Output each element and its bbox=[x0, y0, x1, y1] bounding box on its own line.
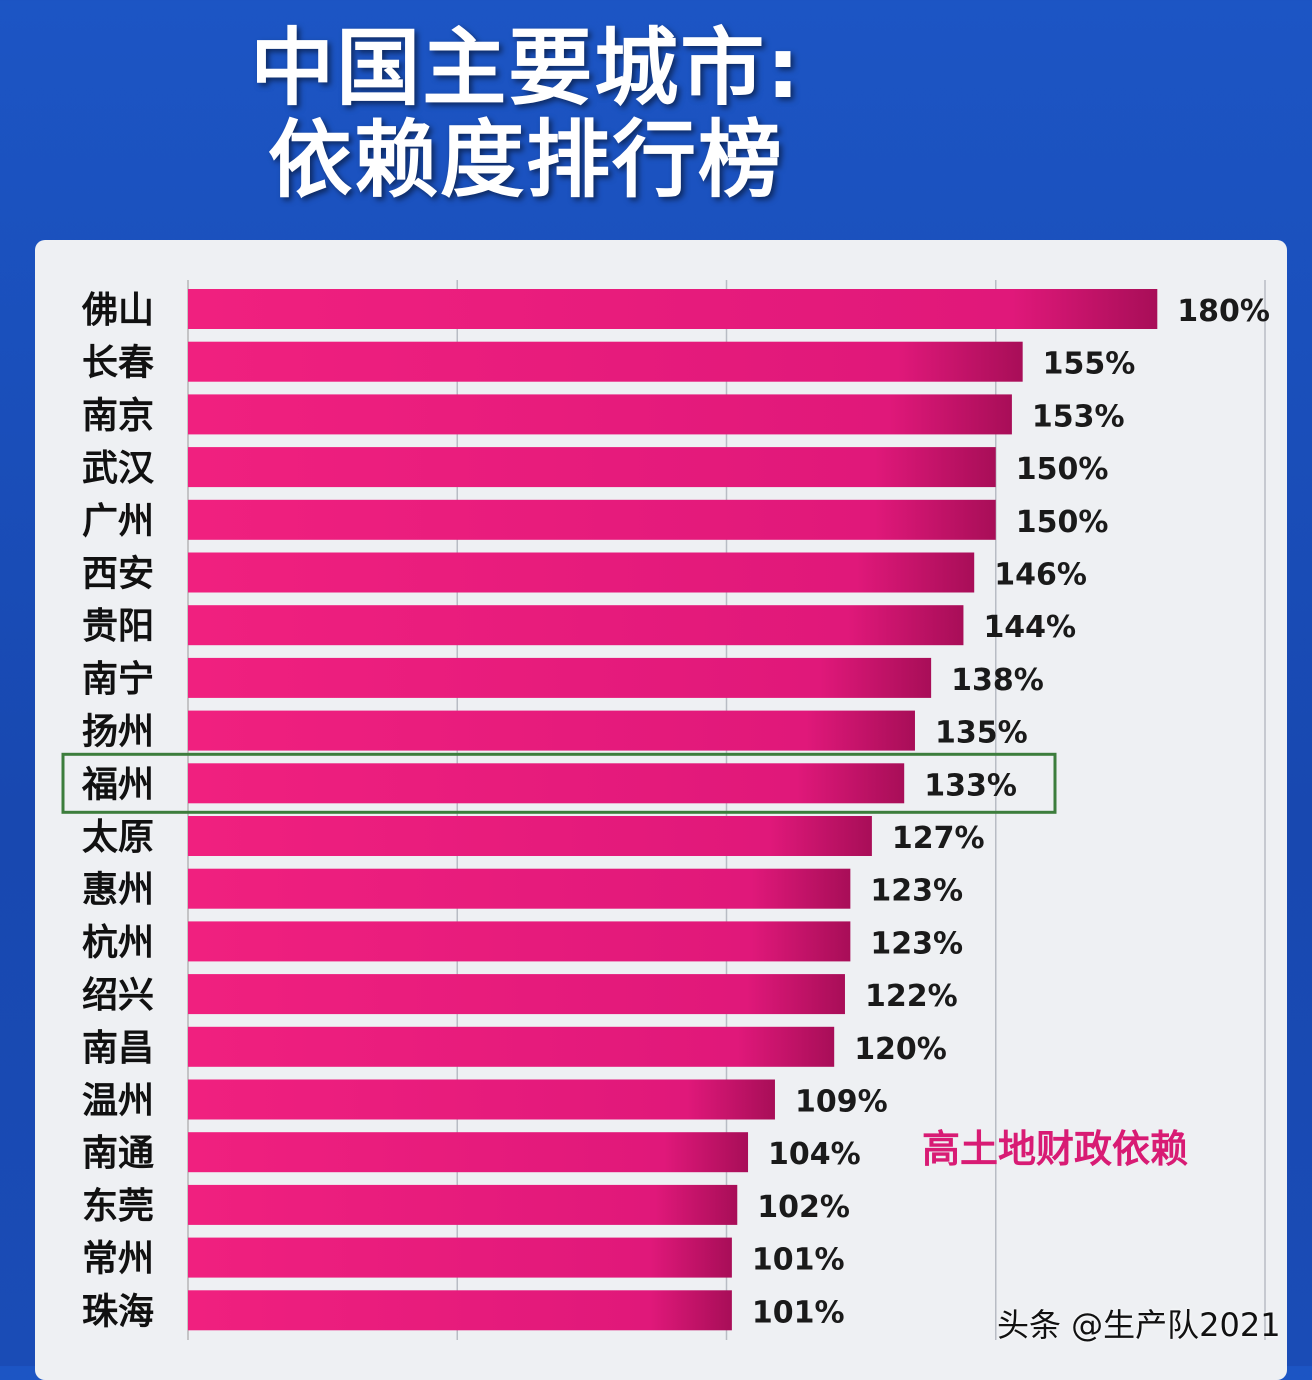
bar bbox=[188, 552, 975, 593]
value-label: 123% bbox=[870, 874, 963, 909]
value-label: 133% bbox=[924, 768, 1017, 803]
bar bbox=[188, 763, 905, 804]
category-label: 广州 bbox=[82, 501, 154, 542]
category-label: 惠州 bbox=[82, 870, 154, 911]
category-label: 南宁 bbox=[82, 659, 154, 700]
value-label: 144% bbox=[983, 610, 1076, 645]
value-label: 153% bbox=[1032, 399, 1125, 434]
chart-title: 中国主要城市: bbox=[250, 19, 802, 117]
chart-subtitle: 依赖度排行榜 bbox=[267, 111, 784, 209]
value-label: 150% bbox=[1016, 452, 1109, 487]
category-label: 南京 bbox=[82, 394, 154, 436]
category-label: 杭州 bbox=[82, 921, 154, 963]
value-label: 104% bbox=[768, 1137, 861, 1172]
category-label: 太原 bbox=[82, 817, 154, 858]
bar bbox=[188, 341, 1023, 382]
bar bbox=[188, 499, 996, 540]
category-label: 珠海 bbox=[82, 1291, 154, 1332]
category-label: 常州 bbox=[82, 1239, 154, 1280]
value-label: 109% bbox=[795, 1085, 888, 1120]
category-label: 西安 bbox=[82, 554, 154, 595]
bar bbox=[188, 974, 845, 1015]
bar bbox=[188, 394, 1012, 435]
value-label: 102% bbox=[757, 1190, 850, 1225]
bar bbox=[188, 1184, 738, 1225]
category-label: 温州 bbox=[82, 1081, 154, 1122]
bar bbox=[188, 657, 932, 698]
bar bbox=[188, 710, 915, 751]
highlight-box bbox=[61, 752, 1057, 814]
category-label: 扬州 bbox=[82, 712, 154, 753]
value-label: 123% bbox=[870, 926, 963, 961]
bar bbox=[188, 605, 964, 646]
category-label: 佛山 bbox=[81, 290, 154, 331]
watermark: 头条 @生产队2021 bbox=[997, 1306, 1281, 1344]
bar bbox=[188, 1026, 835, 1067]
annotation: 高土地财政依赖 bbox=[922, 1127, 1189, 1171]
value-label: 135% bbox=[935, 716, 1028, 751]
value-label: 101% bbox=[752, 1295, 845, 1330]
value-label: 155% bbox=[1043, 347, 1136, 382]
value-label: 122% bbox=[865, 979, 958, 1014]
value-label: 150% bbox=[1016, 505, 1109, 540]
bar bbox=[188, 816, 872, 856]
value-label: 180% bbox=[1177, 294, 1270, 329]
bar bbox=[188, 289, 1158, 329]
category-label: 南通 bbox=[82, 1133, 154, 1174]
bar bbox=[188, 1237, 732, 1278]
value-label: 120% bbox=[854, 1032, 947, 1067]
category-label: 武汉 bbox=[82, 448, 155, 489]
category-label: 东莞 bbox=[82, 1186, 154, 1227]
bar bbox=[188, 447, 996, 488]
value-label: 146% bbox=[994, 558, 1087, 593]
category-label: 南昌 bbox=[82, 1028, 154, 1069]
value-label: 101% bbox=[752, 1243, 845, 1278]
category-label: 福州 bbox=[81, 764, 154, 805]
bar bbox=[188, 1079, 775, 1120]
bar bbox=[188, 1290, 732, 1331]
bar bbox=[188, 921, 851, 962]
bar bbox=[188, 868, 851, 909]
value-label: 138% bbox=[951, 663, 1044, 698]
value-label: 127% bbox=[892, 821, 985, 856]
category-label: 贵阳 bbox=[82, 606, 154, 647]
bar bbox=[188, 1132, 749, 1173]
category-label: 绍兴 bbox=[82, 975, 154, 1016]
category-label: 长春 bbox=[82, 343, 154, 384]
